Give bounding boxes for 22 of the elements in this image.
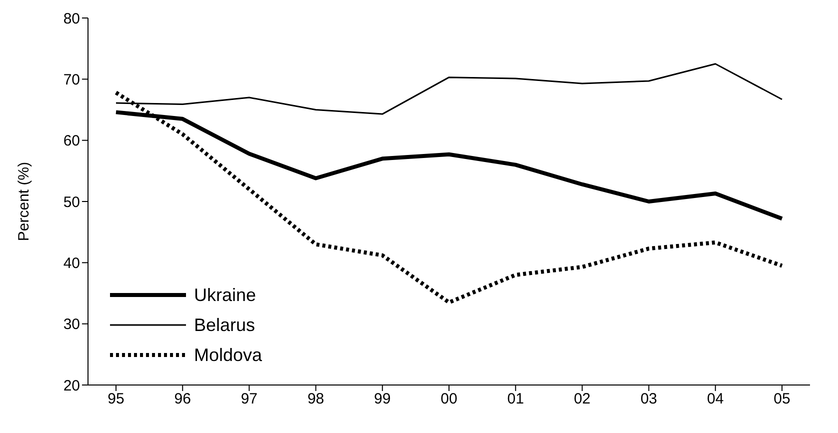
x-tick-label: 05 [774, 390, 790, 408]
x-tick-label: 98 [307, 390, 324, 408]
x-tick-label: 96 [174, 390, 191, 408]
y-tick-label: 60 [63, 132, 80, 150]
x-tick-label: 01 [507, 390, 524, 408]
x-tick-label: 95 [108, 390, 124, 408]
y-axis-title: Percent (%) [15, 162, 32, 242]
x-tick-label: 99 [374, 390, 391, 408]
y-tick-label: 40 [63, 254, 80, 272]
x-tick-label: 97 [240, 390, 258, 408]
y-tick-label: 30 [63, 316, 80, 334]
y-tick-label: 50 [63, 194, 80, 211]
x-tick-label: 04 [707, 390, 724, 408]
legend-label: Ukraine [194, 284, 256, 306]
y-tick-label: 80 [63, 10, 80, 28]
y-tick-label: 70 [63, 71, 80, 88]
x-tick-label: 02 [574, 390, 591, 408]
x-tick-label: 03 [640, 390, 658, 408]
y-tick-label: 20 [63, 377, 80, 394]
legend-label: Belarus [194, 314, 256, 336]
legend-label: Moldova [194, 344, 262, 366]
x-tick-label: 00 [440, 390, 458, 408]
